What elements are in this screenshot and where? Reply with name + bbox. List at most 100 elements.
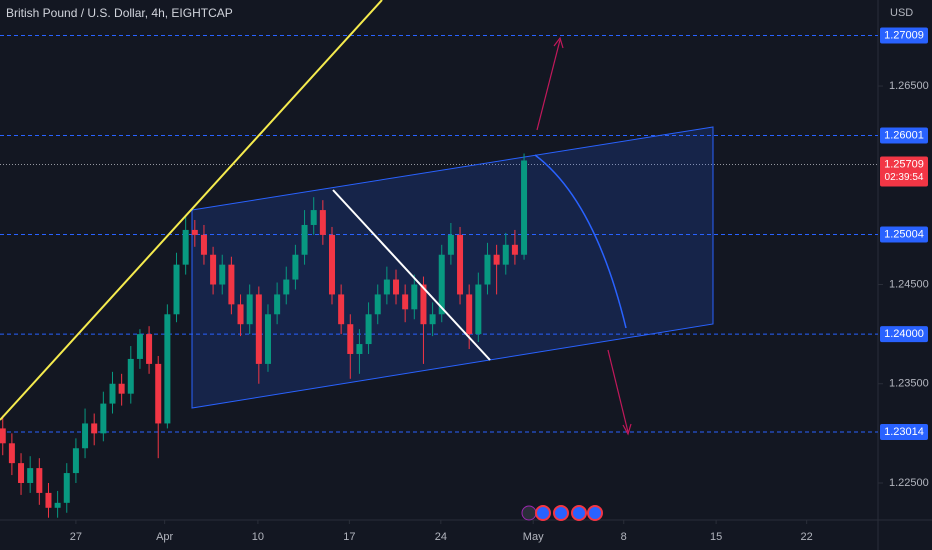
candle-body [457, 234, 464, 295]
candle-body [521, 160, 528, 255]
x-tick-label: 27 [70, 531, 82, 543]
candle-body [200, 234, 207, 255]
icon [587, 505, 603, 521]
currency: USD [890, 7, 913, 19]
candle-body [0, 428, 6, 444]
y-tick-label: 1.26500 [889, 80, 929, 92]
trend-line [0, 0, 383, 421]
candle-body [109, 383, 116, 404]
level-label-box [880, 27, 928, 44]
candle-body [173, 264, 180, 315]
level-label-box [880, 423, 928, 440]
candle-body [511, 244, 518, 255]
candle-body [27, 468, 34, 483]
y-tick-label: 1.23500 [889, 378, 929, 390]
chart-title: British Pound / U.S. Dollar, 4h, EIGHTCA… [6, 6, 233, 20]
candle-body [246, 294, 253, 325]
candle-body [283, 279, 290, 295]
candle-body [420, 284, 427, 325]
level-label: 1.24000 [884, 328, 924, 340]
level-label: 1.27009 [884, 29, 924, 41]
level-label-box [880, 326, 928, 343]
candle-body [18, 463, 25, 483]
axes: 1.22500 1.23500 1.24500 1.26500 27 Apr 10 17 24 M… [70, 27, 929, 543]
candle-body [264, 314, 271, 364]
x-tick-label: Apr [156, 531, 173, 543]
candle-body [182, 229, 189, 265]
candle-body [219, 264, 226, 285]
x-tick-label: 24 [435, 531, 447, 543]
candle-body [402, 294, 409, 310]
candles [0, 153, 528, 518]
candle-body [255, 294, 262, 364]
y-tick-label: 1.24500 [889, 278, 929, 290]
countdown: 02:39:54 [885, 172, 924, 183]
candle-body [136, 334, 143, 359]
candle-body [54, 502, 61, 508]
candle-body [365, 314, 372, 345]
x-tick-label: 17 [343, 531, 355, 543]
x-tick-label: 15 [710, 531, 722, 543]
grid [75, 85, 883, 524]
level-label: 1.26001 [884, 129, 924, 141]
last-price-box [880, 156, 928, 187]
candle-body [356, 344, 363, 354]
x-tick-label: May [523, 531, 544, 543]
icon [521, 505, 537, 521]
candle-body [374, 294, 381, 315]
event-icons [521, 505, 603, 521]
candle-body [310, 210, 317, 225]
levels [0, 35, 878, 433]
candle-body [493, 254, 500, 265]
candle-body [72, 448, 79, 474]
candle-body [191, 229, 198, 235]
level-label: 1.25004 [884, 228, 924, 240]
candle-body [36, 468, 43, 493]
candle-body [82, 423, 89, 449]
candle-body [484, 254, 491, 285]
candle-body [393, 279, 400, 295]
candle-body [466, 294, 473, 335]
x-tick-label: 10 [252, 531, 264, 543]
arrow-up [536, 39, 561, 131]
arrow-head [553, 36, 564, 49]
icon [553, 505, 569, 521]
candle-body [429, 314, 436, 325]
level-label: 1.23014 [884, 426, 924, 438]
candle-body [338, 294, 345, 325]
candle-body [127, 358, 134, 394]
candle-body [301, 224, 308, 255]
candle-body [63, 473, 70, 503]
candle-body [45, 492, 52, 508]
candle-body [438, 254, 445, 315]
candle-body [347, 324, 354, 354]
channel [191, 126, 714, 409]
candle-body [228, 264, 235, 305]
icon [571, 505, 587, 521]
candle-body [210, 254, 217, 285]
projection-curve [534, 154, 627, 329]
candle-body [411, 284, 418, 310]
level-label-box [880, 127, 928, 144]
candle-body [164, 314, 171, 424]
x-tick-label: 22 [801, 531, 813, 543]
candle-body [383, 279, 390, 295]
last-price-label: 1.25709 [884, 158, 924, 170]
candle-body [447, 234, 454, 255]
arrow-down [607, 349, 629, 433]
candle-body [292, 254, 299, 280]
y-tick-label: 1.22500 [889, 477, 929, 489]
candle-body [155, 363, 162, 424]
candle-body [319, 210, 326, 235]
candle-body [91, 423, 98, 434]
candle-body [100, 403, 107, 434]
x-tick-label: 8 [621, 531, 627, 543]
candle-body [237, 304, 244, 325]
arrows [536, 36, 632, 436]
candle-body [502, 244, 509, 265]
level-label-box [880, 226, 928, 243]
candle-body [328, 234, 335, 295]
